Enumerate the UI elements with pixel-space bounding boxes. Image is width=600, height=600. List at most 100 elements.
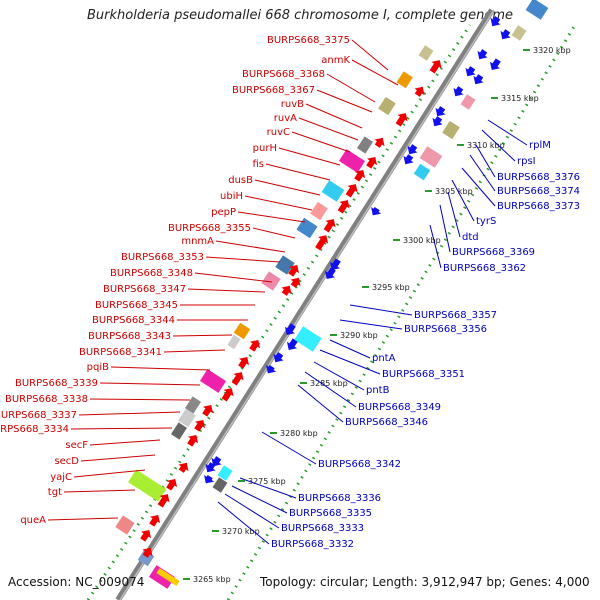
reverse-gene-label[interactable]: rpsI: [517, 156, 536, 167]
forward-gene-arrow[interactable]: [164, 476, 181, 493]
gene-block[interactable]: [460, 94, 476, 110]
forward-gene-label[interactable]: BURPS668_3353: [121, 252, 204, 263]
reverse-gene-label[interactable]: BURPS668_3374: [497, 186, 580, 197]
forward-gene-label[interactable]: BURPS668_3367: [232, 85, 315, 96]
reverse-gene-label[interactable]: BURPS668_3373: [497, 201, 580, 212]
reverse-gene-arrow[interactable]: [404, 143, 420, 158]
reverse-gene-label[interactable]: BURPS668_3346: [345, 417, 428, 428]
gene-block[interactable]: [413, 163, 431, 181]
forward-gene-arrow[interactable]: [176, 460, 192, 475]
gene-block[interactable]: [148, 565, 176, 589]
forward-gene-arrow[interactable]: [393, 110, 411, 128]
forward-gene-label[interactable]: ruvC: [267, 127, 290, 138]
forward-gene-arrow[interactable]: [219, 385, 237, 403]
gene-block[interactable]: [338, 149, 366, 173]
forward-gene-label[interactable]: BURPS668_3345: [95, 300, 178, 311]
reverse-gene-label[interactable]: BURPS668_3351: [382, 369, 465, 380]
forward-gene-label[interactable]: secD: [54, 456, 79, 467]
gene-block[interactable]: [199, 369, 227, 393]
reverse-gene-arrow[interactable]: [487, 57, 504, 74]
forward-gene-arrow[interactable]: [236, 354, 253, 371]
reverse-gene-arrow[interactable]: [284, 337, 301, 354]
forward-gene-arrow[interactable]: [364, 154, 381, 171]
forward-gene-label[interactable]: fis: [252, 159, 264, 170]
reverse-gene-label[interactable]: BURPS668_3349: [358, 402, 441, 413]
reverse-gene-arrow[interactable]: [487, 15, 503, 30]
forward-gene-arrow[interactable]: [279, 283, 295, 298]
reverse-gene-arrow[interactable]: [474, 48, 490, 63]
reverse-gene-arrow[interactable]: [450, 85, 466, 100]
forward-gene-label[interactable]: BURPS668_3341: [79, 347, 162, 358]
gene-block[interactable]: [419, 146, 443, 168]
gene-block[interactable]: [217, 465, 233, 481]
forward-gene-arrow[interactable]: [321, 216, 339, 234]
gene-block[interactable]: [442, 120, 460, 140]
gene-block[interactable]: [156, 567, 180, 587]
gene-block[interactable]: [396, 71, 413, 89]
forward-gene-label[interactable]: pqiB: [87, 362, 109, 373]
gene-block[interactable]: [321, 180, 345, 202]
forward-gene-label[interactable]: BURPS668_3337: [0, 410, 77, 421]
reverse-gene-label[interactable]: dtd: [462, 232, 479, 243]
forward-gene-arrow[interactable]: [247, 337, 264, 354]
forward-gene-label[interactable]: yajC: [50, 472, 72, 483]
gene-block[interactable]: [275, 255, 295, 275]
reverse-gene-arrow[interactable]: [432, 105, 448, 120]
gene-block[interactable]: [511, 25, 527, 41]
reverse-gene-label[interactable]: tyrS: [476, 216, 496, 227]
reverse-gene-label[interactable]: BURPS668_3362: [443, 263, 526, 274]
forward-gene-label[interactable]: purH: [253, 143, 277, 154]
forward-gene-label[interactable]: BURPS668_3348: [110, 268, 193, 279]
forward-gene-label[interactable]: ubiH: [220, 191, 243, 202]
forward-gene-arrow[interactable]: [138, 527, 155, 544]
reverse-gene-arrow[interactable]: [429, 115, 445, 130]
reverse-gene-label[interactable]: BURPS668_3335: [289, 508, 372, 519]
reverse-gene-label[interactable]: BURPS668_3376: [497, 172, 580, 183]
reverse-gene-arrow[interactable]: [201, 473, 215, 486]
forward-gene-label[interactable]: anmK: [321, 55, 350, 66]
reverse-gene-arrow[interactable]: [322, 266, 339, 283]
forward-gene-label[interactable]: dusB: [228, 175, 253, 186]
forward-gene-label[interactable]: BURPS668_3338: [5, 394, 88, 405]
forward-gene-label[interactable]: BURPS668_3334: [0, 424, 69, 435]
forward-gene-label[interactable]: BURPS668_3355: [168, 223, 251, 234]
reverse-gene-arrow[interactable]: [282, 322, 299, 339]
forward-gene-label[interactable]: queA: [20, 515, 46, 526]
gene-block[interactable]: [128, 469, 167, 502]
forward-gene-label[interactable]: BURPS668_3375: [267, 35, 350, 46]
forward-gene-arrow[interactable]: [352, 167, 369, 184]
forward-gene-arrow[interactable]: [335, 197, 353, 215]
gene-block[interactable]: [178, 408, 196, 428]
reverse-gene-label[interactable]: BURPS668_3356: [404, 324, 487, 335]
forward-gene-label[interactable]: BURPS668_3368: [242, 69, 325, 80]
forward-gene-label[interactable]: BURPS668_3347: [103, 284, 186, 295]
reverse-gene-arrow[interactable]: [208, 455, 224, 470]
forward-gene-arrow[interactable]: [185, 432, 202, 449]
forward-gene-arrow[interactable]: [313, 232, 332, 252]
reverse-gene-arrow[interactable]: [327, 257, 344, 274]
forward-gene-label[interactable]: ruvB: [281, 99, 304, 110]
reverse-gene-arrow[interactable]: [400, 153, 416, 168]
reverse-gene-label[interactable]: rplM: [529, 140, 551, 151]
gene-block[interactable]: [418, 45, 434, 61]
reverse-gene-arrow[interactable]: [270, 351, 286, 366]
reverse-gene-label[interactable]: BURPS668_3336: [298, 493, 381, 504]
reverse-gene-arrow[interactable]: [202, 461, 218, 476]
forward-gene-arrow[interactable]: [372, 135, 388, 150]
gene-block[interactable]: [212, 477, 228, 493]
gene-block[interactable]: [378, 96, 396, 116]
reverse-gene-label[interactable]: BURPS668_3332: [271, 539, 354, 550]
reverse-gene-arrow[interactable]: [470, 73, 486, 88]
gene-block[interactable]: [115, 515, 135, 535]
reverse-gene-arrow[interactable]: [462, 65, 478, 80]
forward-gene-label[interactable]: BURPS668_3343: [88, 331, 171, 342]
forward-gene-label[interactable]: BURPS668_3339: [15, 378, 98, 389]
gene-block[interactable]: [184, 396, 202, 414]
reverse-gene-label[interactable]: pntA: [372, 353, 396, 364]
forward-gene-arrow[interactable]: [427, 57, 445, 75]
forward-gene-arrow[interactable]: [140, 545, 156, 560]
reverse-gene-label[interactable]: BURPS668_3357: [414, 310, 497, 321]
forward-gene-arrow[interactable]: [286, 262, 303, 279]
gene-block[interactable]: [294, 326, 322, 352]
forward-gene-arrow[interactable]: [343, 181, 361, 199]
